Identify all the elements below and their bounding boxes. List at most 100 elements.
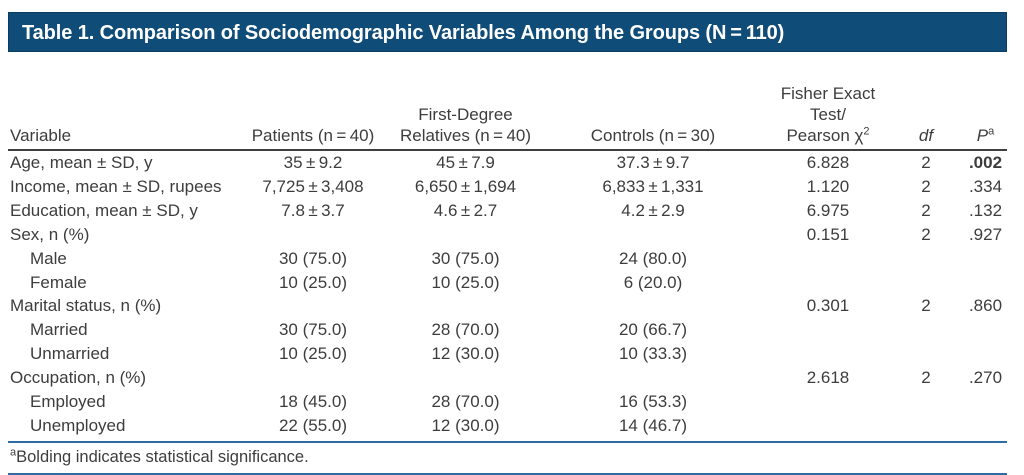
table-title: Table 1. Comparison of Sociodemographic … bbox=[22, 22, 785, 44]
cell-controls: 37.3 ± 9.7 bbox=[616, 153, 690, 172]
cell-patients: 30 (75.0) bbox=[278, 320, 348, 340]
cell-patients: 7.8 ± 3.7 bbox=[281, 200, 345, 220]
cell-variable: Married bbox=[30, 320, 88, 340]
cell-df: 2 bbox=[921, 176, 931, 196]
table-footnote: aBolding indicates statistical significa… bbox=[8, 440, 1007, 475]
cell-relatives: 6,650 ± 1,694 bbox=[414, 176, 517, 196]
cell-p: .927 bbox=[968, 224, 1003, 244]
cell-relatives: 12 (30.0) bbox=[431, 344, 500, 364]
cell-p bbox=[964, 390, 1007, 414]
table-row: Sex, n (%) 0.151 2 .927 bbox=[8, 223, 1007, 247]
column-header-test-line2: Pearson χ bbox=[786, 126, 864, 145]
cell-relatives: 4.6 ± 2.7 bbox=[433, 200, 498, 220]
cell-controls bbox=[538, 366, 768, 390]
cell-test: 1.120 bbox=[806, 176, 850, 196]
df-label: df bbox=[918, 126, 934, 145]
table-row: Age, mean ± SD, y 35 ± 9.2 45 ± 7.9 37.3… bbox=[8, 150, 1007, 175]
cell-test bbox=[768, 271, 888, 295]
cell-variable: Income, mean ± SD, rupees bbox=[10, 176, 222, 196]
cell-patients: 10 (25.0) bbox=[278, 344, 348, 364]
column-header-relatives: First-Degree Relatives (n = 40) bbox=[393, 83, 538, 151]
column-header-relatives-line2: Relatives (n = 40) bbox=[399, 126, 532, 145]
cell-relatives: 12 (30.0) bbox=[431, 415, 500, 435]
cell-controls: 6,833 ± 1,331 bbox=[602, 176, 704, 196]
cell-patients: 22 (55.0) bbox=[278, 415, 348, 435]
cell-p: .334 bbox=[968, 176, 1003, 196]
cell-relatives bbox=[393, 294, 538, 318]
cell-variable: Sex, n (%) bbox=[10, 224, 90, 244]
column-header-patients: Patients (n = 40) bbox=[233, 83, 393, 151]
cell-variable: Employed bbox=[30, 392, 106, 412]
cell-patients: 18 (45.0) bbox=[278, 392, 348, 412]
column-header-test: Fisher Exact Test/Pearson χ2 bbox=[768, 83, 888, 151]
cell-controls: 20 (66.7) bbox=[618, 320, 688, 340]
cell-relatives bbox=[393, 366, 538, 390]
p-label: P bbox=[976, 126, 989, 145]
cell-test: 2.618 bbox=[806, 368, 850, 388]
cell-p: .132 bbox=[968, 200, 1003, 220]
cell-test bbox=[768, 390, 888, 414]
table-row: Male 30 (75.0) 30 (75.0) 24 (80.0) bbox=[8, 247, 1007, 271]
p-superscript-a: a bbox=[988, 125, 995, 138]
cell-df: 2 bbox=[921, 368, 931, 388]
cell-controls bbox=[538, 294, 768, 318]
cell-variable: Marital status, n (%) bbox=[10, 296, 162, 316]
cell-p bbox=[964, 342, 1007, 366]
cell-test: 6.975 bbox=[806, 200, 850, 220]
cell-test: 0.301 bbox=[806, 296, 850, 316]
table-row: Unemployed 22 (55.0) 12 (30.0) 14 (46.7) bbox=[8, 414, 1007, 438]
cell-variable: Unmarried bbox=[30, 344, 110, 364]
chi-square-superscript: 2 bbox=[863, 125, 870, 138]
cell-patients: 30 (75.0) bbox=[278, 248, 348, 268]
cell-controls: 10 (33.3) bbox=[618, 344, 688, 364]
column-header-relatives-line1: First-Degree bbox=[418, 105, 513, 124]
table-row: Education, mean ± SD, y 7.8 ± 3.7 4.6 ± … bbox=[8, 199, 1007, 223]
cell-test bbox=[768, 247, 888, 271]
cell-p bbox=[964, 414, 1007, 438]
table-row: Employed 18 (45.0) 28 (70.0) 16 (53.3) bbox=[8, 390, 1007, 414]
cell-p bbox=[964, 318, 1007, 342]
table-row: Female 10 (25.0) 10 (25.0) 6 (20.0) bbox=[8, 271, 1007, 295]
cell-df bbox=[888, 271, 964, 295]
cell-test bbox=[768, 342, 888, 366]
cell-variable: Unemployed bbox=[30, 415, 126, 435]
table-row: Married 30 (75.0) 28 (70.0) 20 (66.7) bbox=[8, 318, 1007, 342]
cell-relatives: 45 ± 7.9 bbox=[436, 153, 495, 172]
footnote-text: Bolding indicates statistical significan… bbox=[16, 447, 309, 466]
cell-patients: 35 ± 9.2 bbox=[283, 153, 343, 172]
table-row: Occupation, n (%) 2.618 2 .270 bbox=[8, 366, 1007, 390]
cell-controls: 24 (80.0) bbox=[618, 248, 688, 268]
table-row: Income, mean ± SD, rupees 7,725 ± 3,408 … bbox=[8, 175, 1007, 199]
cell-test: 0.151 bbox=[806, 224, 850, 244]
cell-df bbox=[888, 390, 964, 414]
table-title-bar: Table 1. Comparison of Sociodemographic … bbox=[8, 12, 1007, 52]
cell-patients bbox=[233, 366, 393, 390]
cell-variable: Male bbox=[30, 248, 67, 268]
cell-variable: Age, mean ± SD, y bbox=[10, 153, 153, 172]
cell-p-significant: .002 bbox=[968, 153, 1003, 172]
cell-relatives: 28 (70.0) bbox=[431, 392, 500, 412]
cell-df bbox=[888, 318, 964, 342]
table-row: Marital status, n (%) 0.301 2 .860 bbox=[8, 294, 1007, 318]
table-row: Unmarried 10 (25.0) 12 (30.0) 10 (33.3) bbox=[8, 342, 1007, 366]
table-header: Variable Patients (n = 40) First-Degree R… bbox=[8, 83, 1007, 151]
cell-controls: 16 (53.3) bbox=[618, 392, 688, 412]
cell-relatives: 28 (70.0) bbox=[431, 320, 500, 340]
cell-df: 2 bbox=[921, 153, 931, 172]
table-body: Age, mean ± SD, y 35 ± 9.2 45 ± 7.9 37.3… bbox=[8, 150, 1007, 438]
footnote-superscript-a: a bbox=[10, 446, 17, 459]
cell-relatives bbox=[393, 223, 538, 247]
cell-relatives: 10 (25.0) bbox=[431, 272, 500, 292]
column-header-df: df bbox=[888, 83, 964, 151]
table-content: Table 1. Comparison of Sociodemographic … bbox=[8, 12, 1007, 475]
cell-patients bbox=[233, 223, 393, 247]
header-row: Variable Patients (n = 40) First-Degree R… bbox=[8, 83, 1007, 151]
cell-p: .860 bbox=[968, 296, 1003, 316]
column-header-controls: Controls (n = 30) bbox=[538, 83, 768, 151]
cell-relatives: 30 (75.0) bbox=[431, 248, 500, 268]
cell-controls: 14 (46.7) bbox=[618, 415, 688, 435]
cell-controls: 4.2 ± 2.9 bbox=[621, 200, 685, 220]
cell-df: 2 bbox=[921, 296, 931, 316]
cell-df: 2 bbox=[921, 224, 931, 244]
